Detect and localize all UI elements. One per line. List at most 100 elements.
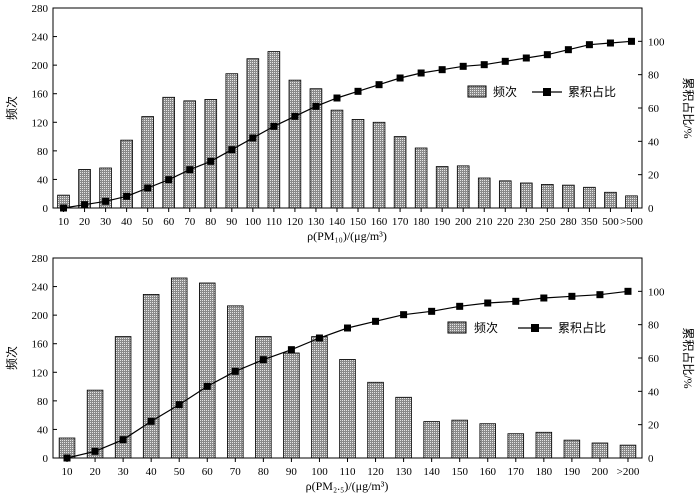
- cumulative-point: [186, 166, 194, 174]
- left-axis-tick-label: 280: [32, 3, 49, 15]
- right-axis-tick-label: 100: [648, 286, 665, 298]
- cumulative-point: [231, 367, 239, 375]
- legend-bar-swatch: [447, 321, 467, 334]
- cumulative-point: [428, 307, 436, 315]
- bar: [367, 381, 384, 459]
- bar: [477, 177, 491, 209]
- cumulative-point: [344, 324, 351, 332]
- pm25-bars: [58, 277, 637, 459]
- cumulative-point: [259, 356, 267, 364]
- x-axis-tick-label: 150: [350, 216, 367, 228]
- bar: [479, 423, 496, 459]
- bar: [456, 165, 470, 209]
- left-axis-tick-label: 80: [37, 396, 49, 408]
- cumulative-point: [123, 192, 131, 200]
- legend-label-cumulative: 累积占比: [558, 320, 606, 335]
- cumulative-point: [270, 122, 278, 130]
- cumulative-point: [480, 61, 488, 69]
- cumulative-point: [585, 41, 593, 49]
- x-axis-tick-label: 140: [423, 466, 440, 478]
- bar: [395, 396, 412, 459]
- cumulative-point: [459, 62, 467, 70]
- x-axis-tick-label: 180: [413, 216, 430, 228]
- bar: [535, 431, 553, 459]
- cumulative-point: [540, 294, 548, 302]
- right-axis-tick-label: 20: [648, 170, 660, 182]
- cumulative-point: [624, 287, 632, 295]
- x-axis-tick-label: 250: [539, 216, 556, 228]
- right-axis-tick-label: 0: [648, 453, 654, 465]
- x-axis-tick-label: 80: [205, 216, 217, 228]
- cumulative-point: [333, 94, 341, 102]
- x-axis-tick-label: 20: [79, 216, 91, 228]
- cumulative-point: [249, 134, 257, 142]
- bar: [563, 439, 581, 459]
- x-axis-tick-label: 40: [121, 216, 133, 228]
- x-axis-tick-label: 210: [476, 216, 493, 228]
- bar: [351, 119, 365, 209]
- pm10-y-axis-label: 频次: [5, 96, 19, 120]
- bar: [199, 282, 216, 459]
- x-axis-tick-label: 80: [258, 466, 270, 478]
- right-axis-tick-label: 80: [648, 320, 660, 332]
- cumulative-point: [91, 447, 99, 455]
- x-axis-tick-label: >200: [617, 466, 640, 478]
- pm10-x-axis-label: ρ(PM₁₀)/(μg/m³): [307, 229, 387, 243]
- x-axis-tick-label: 50: [142, 216, 154, 228]
- left-axis-tick-label: 160: [32, 339, 49, 351]
- cumulative-point: [291, 112, 299, 120]
- legend-label-frequency: 频次: [493, 85, 517, 99]
- cumulative-point: [400, 311, 408, 319]
- left-axis-tick-label: 40: [37, 424, 49, 436]
- x-axis-tick-label: 60: [163, 216, 175, 228]
- x-axis-tick-label: 190: [564, 466, 581, 478]
- right-axis-tick-label: 100: [648, 36, 665, 48]
- x-axis-tick-label: 10: [62, 466, 74, 478]
- cumulative-point: [606, 39, 614, 47]
- pm25-chart-panel: 0 40 80 120 160 200 240 280 0 20 40 60 80 100 10 20 30…: [5, 253, 696, 493]
- right-axis-tick-label: 40: [648, 386, 660, 398]
- left-axis-tick-label: 240: [32, 282, 49, 294]
- left-axis-tick-label: 120: [32, 117, 49, 129]
- cumulative-point: [119, 436, 127, 444]
- pm10-plot-frame: [52, 7, 643, 209]
- bar: [311, 336, 328, 459]
- left-axis-tick-label: 280: [32, 253, 49, 265]
- legend-label-frequency: 频次: [474, 321, 498, 335]
- cumulative-point: [165, 176, 173, 184]
- cumulative-point: [375, 81, 383, 89]
- x-axis-tick-label: 230: [518, 216, 535, 228]
- pm10-legend: 频次 累积占比: [467, 84, 616, 99]
- bar: [619, 444, 637, 459]
- bar: [288, 79, 302, 209]
- bar: [141, 116, 154, 209]
- bar: [170, 277, 188, 459]
- pm10-cumulative-line: [60, 37, 635, 212]
- x-axis-tick-label: 30: [118, 466, 130, 478]
- bar: [255, 336, 272, 459]
- left-axis-tick-label: 200: [32, 60, 49, 72]
- x-axis-tick-label: 110: [266, 216, 283, 228]
- pm25-legend: 频次 累积占比: [447, 320, 606, 335]
- cumulative-point: [564, 46, 572, 54]
- cumulative-point: [287, 346, 295, 354]
- legend-bar-swatch: [467, 85, 487, 98]
- left-axis-tick-label: 160: [32, 89, 49, 101]
- bar: [423, 421, 440, 459]
- cumulative-point: [456, 302, 464, 310]
- x-axis-tick-label: 140: [329, 216, 346, 228]
- cumulative-point: [354, 87, 362, 95]
- cumulative-point: [627, 37, 635, 45]
- x-axis-tick-label: 200: [592, 466, 609, 478]
- bar: [162, 96, 175, 209]
- bar: [204, 99, 218, 209]
- x-axis-tick-label: 120: [367, 466, 384, 478]
- bar: [393, 136, 407, 209]
- bar: [451, 419, 468, 459]
- x-axis-tick-label: 20: [90, 466, 102, 478]
- x-axis-tick-label: 70: [230, 466, 242, 478]
- cumulative-point: [438, 66, 446, 74]
- bar: [562, 184, 575, 209]
- x-axis-tick-label: >500: [620, 216, 643, 228]
- x-axis-tick-label: 170: [392, 216, 409, 228]
